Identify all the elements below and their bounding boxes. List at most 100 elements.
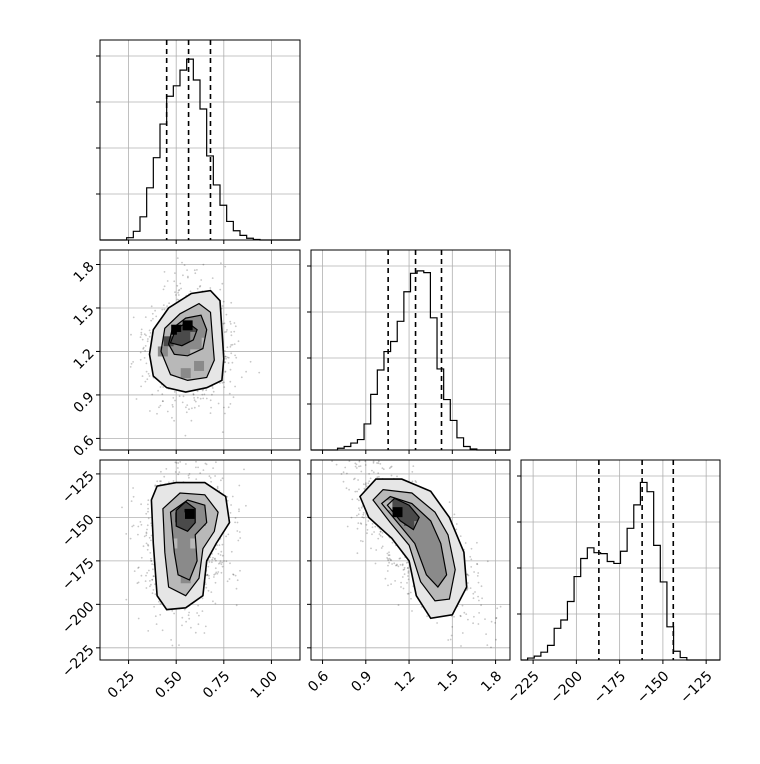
hist-panel-0 [96, 40, 300, 244]
x-tick-label-param-2-0: −225 [504, 668, 543, 707]
pair-2-sample-point [377, 453, 379, 455]
pair-0-sample-point [209, 287, 212, 289]
pair-2-sample-point [407, 567, 409, 569]
pair-0-sample-point [226, 329, 228, 331]
pair-0-sample-point [228, 392, 231, 395]
pair-1-sample-point [142, 545, 145, 548]
pair-0-sample-point [193, 406, 196, 409]
pair-0-sample-point [210, 406, 213, 409]
pair-1-sample-point [220, 550, 223, 553]
pair-2-sample-point [396, 563, 398, 566]
x-tick-label-param-2-1: −200 [547, 668, 586, 707]
pair-2-sample-point [355, 463, 358, 466]
pair-0-sample-point [233, 330, 236, 333]
pair-2-sample-point [401, 564, 404, 567]
pair-2-sample-point [406, 582, 408, 584]
pair-1-sample-point [171, 609, 174, 612]
pair-1-sample-point [140, 523, 143, 526]
pair-1-sample-point [150, 583, 152, 586]
pair-0-sample-point [139, 358, 142, 361]
pair-2-sample-point [403, 566, 406, 569]
pair-0-sample-point [231, 343, 234, 346]
pair-0-sample-point [130, 333, 132, 336]
pair-2-density-cell-4 [430, 555, 440, 566]
pair-0-sample-point [223, 381, 225, 384]
pair-2-sample-point [362, 516, 365, 519]
pair-2-sample-point [379, 534, 382, 537]
pair-0-sample-point [196, 396, 199, 399]
pair-1-sample-point [234, 517, 237, 519]
y-tick-label-param-2-2: −175 [59, 555, 98, 594]
pair-1-sample-point [204, 462, 207, 465]
pair-1-sample-point [234, 574, 237, 577]
pair-1-sample-point [142, 458, 144, 460]
pair-2-sample-point [346, 472, 348, 475]
pair-2-sample-point [476, 563, 479, 566]
pair-2-sample-point [396, 475, 398, 478]
pair-1-sample-point [159, 602, 162, 605]
x-tick-label-param-1-2: 1.2 [392, 668, 419, 695]
pair-0-sample-point [135, 398, 138, 400]
pair-2-sample-point [372, 462, 375, 464]
pair-0-sample-point [234, 325, 237, 328]
pair-0-sample-point [211, 277, 214, 279]
pair-0-sample-point [166, 410, 169, 413]
pair-1-sample-point [197, 466, 200, 469]
pair-2-sample-point [359, 465, 362, 467]
pair-1-sample-point [145, 534, 148, 537]
pair-2-sample-point [473, 615, 475, 618]
pair-1-sample-point [207, 565, 210, 568]
pair-0-sample-point [224, 355, 227, 358]
pair-0-sample-point [227, 406, 230, 409]
y-tick-label-param-1-0: 0.6 [71, 433, 98, 460]
pair-1-sample-point [197, 623, 200, 626]
pair-0-sample-point [140, 328, 143, 331]
pair-1-sample-point [147, 544, 150, 547]
pair-0-sample-point [171, 416, 173, 419]
pair-1-sample-point [151, 563, 154, 565]
pair-1-contour-3 [175, 500, 196, 533]
pair-2-sample-point [365, 485, 368, 488]
pair-0-sample-point [140, 385, 143, 388]
pair-2-sample-point [406, 567, 409, 569]
pair-0-sample-point [193, 399, 196, 402]
pair-1-sample-point [147, 507, 150, 510]
pair-0-sample-point [191, 407, 193, 410]
pair-0-sample-point [223, 386, 226, 388]
pair-0-sample-point [150, 305, 153, 308]
pair-0-sample-point [129, 366, 132, 368]
pair-2-sample-point [401, 576, 404, 578]
pair-0-sample-point [159, 386, 162, 388]
pair-2-sample-point [391, 541, 394, 544]
pair-0-sample-point [151, 393, 154, 396]
pair-2-sample-point [449, 638, 452, 641]
pair-0-sample-point [230, 344, 233, 346]
pair-2-sample-point [348, 460, 351, 462]
pair-2-sample-point [476, 563, 478, 565]
pair-0-sample-point [230, 301, 233, 304]
pair-2-sample-point [490, 620, 493, 623]
pair-1-sample-point [188, 473, 191, 475]
pair-1-sample-point [215, 559, 217, 562]
pair-0-sample-point [233, 322, 236, 324]
pair-2-sample-point [368, 480, 371, 483]
pair-0-sample-point [225, 357, 227, 360]
pair-1-sample-point [168, 481, 170, 484]
pair-0-sample-point [162, 304, 165, 306]
pair-1-sample-point [213, 573, 216, 576]
pair-0-sample-point [203, 393, 206, 396]
pair-2-sample-point [350, 516, 353, 519]
scatter-panel-1-0 [96, 250, 300, 454]
pair-1-sample-point [132, 487, 135, 489]
pair-1-sample-point [178, 471, 181, 473]
pair-0-sample-point [229, 323, 232, 325]
pair-1-sample-point [147, 543, 149, 546]
pair-0-sample-point [147, 338, 149, 340]
pair-2-sample-point [411, 471, 414, 473]
pair-1-sample-point [137, 617, 140, 620]
pair-0-sample-point [229, 345, 232, 348]
pair-1-sample-point [238, 510, 240, 513]
pair-1-sample-point [181, 624, 183, 627]
pair-1-sample-point [125, 533, 128, 535]
pair-2-sample-point [381, 545, 384, 548]
